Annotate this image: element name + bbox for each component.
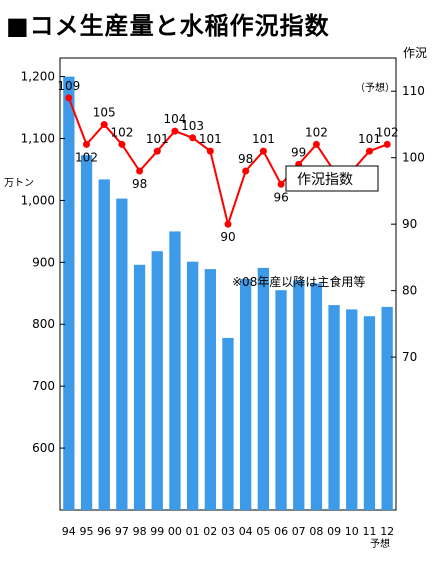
- legend-box-label: 作況指数: [297, 172, 353, 188]
- bars-layer: [63, 76, 393, 510]
- bar-95: [80, 155, 93, 510]
- left-tick-label: 1,200: [21, 70, 55, 84]
- bar-94: [63, 76, 75, 510]
- x-tick-label: 12: [380, 525, 394, 538]
- right-tick-label: 80: [402, 284, 417, 298]
- line-label-96: 105: [93, 106, 116, 120]
- right-axis-label: 作況: [403, 45, 427, 60]
- line-label-12: 102: [376, 125, 399, 139]
- x-tick-label: 07: [292, 525, 306, 538]
- line-point-98: [136, 167, 144, 175]
- x-tick-label: 95: [80, 525, 94, 538]
- x-tick-label: 06: [274, 525, 288, 538]
- left-tick-label: 800: [32, 317, 55, 331]
- bar-11: [363, 316, 376, 510]
- bar-08: [310, 283, 323, 510]
- bar-10: [346, 309, 358, 510]
- right-tick-label: 90: [402, 217, 417, 231]
- line-point-02: [206, 147, 214, 155]
- left-axis: 600 700 800 900 1,000 1,100 1,200: [21, 70, 65, 455]
- x-tick-label: 05: [256, 525, 270, 538]
- x-tick-label: 97: [115, 525, 129, 538]
- line-label-98: 98: [132, 177, 147, 191]
- chart-title: ■コメ生産量と水稲作況指数: [6, 12, 330, 40]
- x-tick-label: 08: [309, 525, 323, 538]
- x-tick-label: 02: [203, 525, 217, 538]
- line-label-97: 102: [110, 125, 133, 139]
- left-tick-label: 900: [32, 255, 55, 269]
- bar-12: [381, 306, 393, 510]
- bar-01: [187, 261, 199, 510]
- right-tick-label: 70: [402, 350, 417, 364]
- line-label-11: 101: [358, 132, 381, 146]
- line-point-01: [189, 134, 197, 142]
- bar-96: [98, 179, 110, 510]
- line-point-06: [277, 180, 285, 188]
- x-tick-label: 96: [97, 525, 111, 538]
- x-tick-label: 03: [221, 525, 235, 538]
- bar-04: [240, 279, 252, 510]
- right-tick-label: 110: [402, 84, 425, 98]
- line-point-11: [366, 147, 373, 155]
- line-label-03: 90: [220, 230, 235, 244]
- left-axis-unit: 万トン: [4, 178, 34, 189]
- line-point-04: [242, 167, 250, 175]
- x-tick-label: 01: [186, 525, 200, 538]
- bar-00: [169, 231, 181, 510]
- line-point-03: [224, 220, 232, 228]
- line-label-05: 101: [252, 132, 275, 146]
- x-tick-label: 99: [150, 525, 164, 538]
- line-point-99: [153, 147, 161, 155]
- line-label-99: 101: [146, 132, 169, 146]
- bar-98: [133, 264, 146, 510]
- bar-06: [275, 290, 287, 510]
- x-tick-label: 11: [363, 525, 377, 538]
- legend-box: [285, 165, 379, 192]
- line-point-08: [312, 140, 320, 148]
- annotation-note: ※08年産以降は主食用等: [232, 274, 365, 289]
- left-tick-label: 600: [32, 441, 55, 455]
- line-label-04: 98: [238, 152, 253, 166]
- bar-99: [151, 251, 163, 510]
- right-tick-label: 100: [402, 151, 425, 165]
- bar-03: [222, 337, 234, 510]
- line-point-12: [383, 140, 391, 148]
- bar-02: [204, 269, 216, 510]
- line-point-95: [83, 140, 90, 148]
- left-tick-label: 1,100: [21, 131, 55, 145]
- x-tick-label: 94: [62, 525, 76, 538]
- x-tick-label: 10: [345, 525, 359, 538]
- x-forecast-label: 予想: [370, 537, 390, 550]
- bar-97: [116, 198, 128, 510]
- left-tick-label: 700: [32, 379, 55, 393]
- line-point-00: [171, 127, 179, 135]
- right-axis: 70 80 90 100 110: [391, 84, 425, 364]
- line-label-01: 103: [181, 119, 204, 133]
- line-point-05: [259, 147, 267, 155]
- line-label-95: 102: [75, 150, 98, 164]
- bar-07: [293, 280, 305, 510]
- line-point-96: [100, 121, 108, 128]
- bar-05: [257, 267, 269, 510]
- line-label-08: 102: [305, 125, 328, 139]
- x-tick-label: 04: [239, 525, 253, 538]
- left-tick-label: 1,000: [21, 193, 55, 207]
- x-tick-label: 09: [327, 525, 341, 538]
- line-point-97: [118, 140, 126, 148]
- line-label-94: 109: [57, 79, 80, 93]
- x-tick-label: 98: [133, 525, 147, 538]
- x-tick-label: 00: [168, 525, 182, 538]
- forecast-note: （予想）: [355, 81, 395, 94]
- x-axis: 94 95 96 97 98 99 00 01 02 03 04 05 06 07 08 09 10 11 12: [62, 525, 394, 538]
- line-label-02: 101: [199, 132, 222, 146]
- line-label-06: 96: [273, 190, 288, 204]
- bar-09: [328, 305, 340, 510]
- line-point-94: [65, 94, 73, 102]
- line-label-07: 99: [291, 145, 306, 159]
- line-label-00: 104: [163, 112, 186, 126]
